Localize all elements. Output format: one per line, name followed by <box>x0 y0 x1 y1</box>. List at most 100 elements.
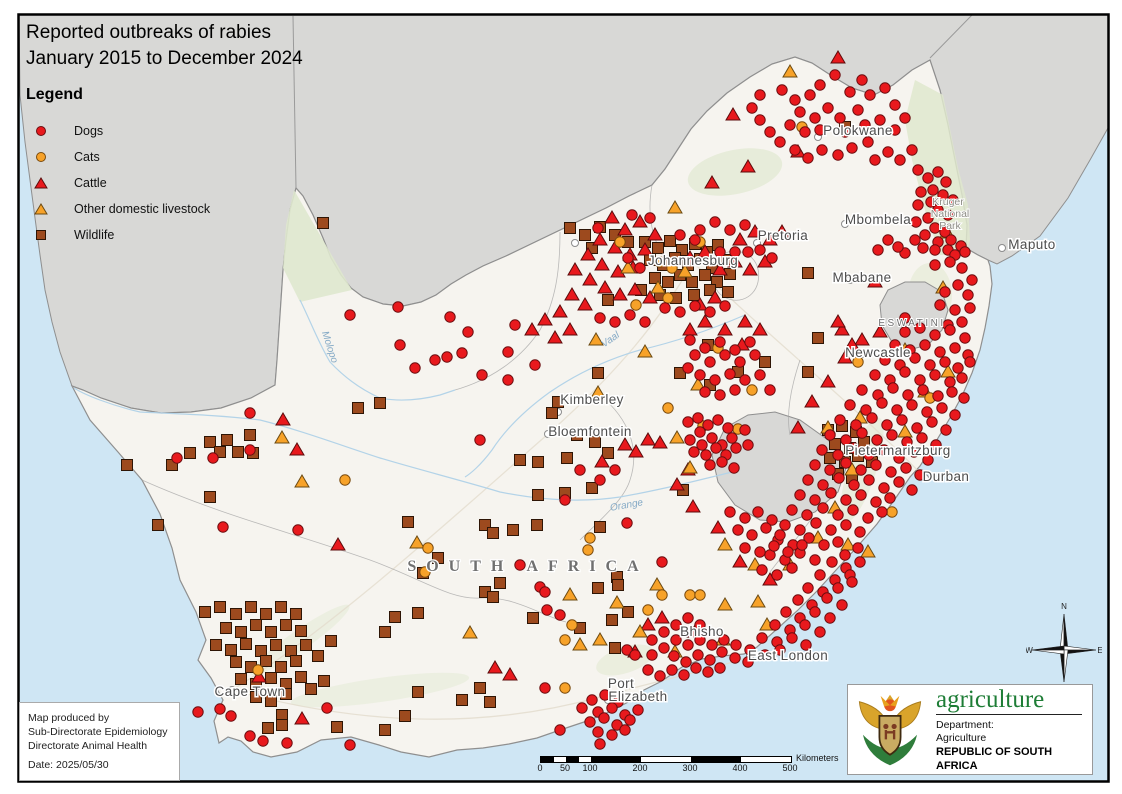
marker-cattle <box>604 210 620 224</box>
marker-dogs <box>742 656 754 668</box>
map-label: Durban <box>923 469 970 484</box>
marker-dogs <box>716 456 728 468</box>
marker-dogs <box>932 390 944 402</box>
marker-wildlife <box>250 619 262 631</box>
marker-dogs <box>646 634 658 646</box>
marker-cattle <box>487 660 503 674</box>
marker-cattle <box>747 224 763 238</box>
marker-dogs <box>832 449 844 461</box>
marker-wildlife <box>609 642 621 654</box>
marker-dogs <box>909 234 921 246</box>
marker-dogs <box>700 449 712 461</box>
cattle-marker-icon <box>26 176 56 190</box>
marker-dogs <box>863 474 875 486</box>
marker-wildlife <box>232 446 244 458</box>
marker-dogs <box>394 339 406 351</box>
marker-wildlife <box>300 639 312 651</box>
marker-wildlife <box>214 601 226 613</box>
marker-dogs <box>722 422 734 434</box>
marker-other-domestic-livestock <box>572 637 588 651</box>
marker-cattle <box>628 444 644 458</box>
marker-dogs <box>476 369 488 381</box>
marker-dogs <box>729 246 741 258</box>
map-label: Kimberley <box>560 392 624 407</box>
marker-dogs <box>609 316 621 328</box>
marker-wildlife <box>514 454 526 466</box>
map-label: East London <box>748 648 828 663</box>
marker-wildlife <box>531 519 543 531</box>
marker-wildlife <box>290 608 302 620</box>
credits-line: Sub-Directorate Epidemiology <box>28 726 168 738</box>
marker-dogs <box>916 432 928 444</box>
marker-dogs <box>809 459 821 471</box>
marker-dogs <box>794 106 806 118</box>
marker-dogs <box>699 386 711 398</box>
marker-dogs <box>944 324 956 336</box>
marker-wildlife <box>240 638 252 650</box>
marker-dogs <box>192 706 204 718</box>
marker-dogs <box>959 332 971 344</box>
marker-dogs <box>611 719 623 731</box>
marker-dogs <box>704 306 716 318</box>
marker-cattle <box>582 272 598 286</box>
marker-dogs <box>929 369 941 381</box>
marker-dogs <box>670 619 682 631</box>
marker-cattle <box>732 232 748 246</box>
marker-dogs <box>869 369 881 381</box>
marker-dogs <box>584 716 596 728</box>
marker-dogs <box>626 209 638 221</box>
marker-dogs <box>899 366 911 378</box>
marker-dogs <box>694 224 706 236</box>
marker-wildlife <box>295 671 307 683</box>
marker-dogs <box>850 419 862 431</box>
marker-dogs <box>678 669 690 681</box>
map-label: Maputo <box>1008 237 1055 252</box>
map-label: ESWATINI <box>878 318 945 329</box>
marker-dogs <box>809 554 821 566</box>
marker-dogs <box>844 86 856 98</box>
marker-dogs <box>689 300 701 312</box>
marker-dogs <box>642 664 654 676</box>
marker-dogs <box>594 474 606 486</box>
marker-dogs <box>814 626 826 638</box>
marker-dogs <box>609 464 621 476</box>
marker-dogs <box>594 312 606 324</box>
outbreak-markers <box>121 50 978 751</box>
marker-dogs <box>598 712 610 724</box>
marker-dogs <box>804 89 816 101</box>
marker-cats <box>852 356 864 368</box>
marker-dogs <box>718 634 730 646</box>
marker-dogs <box>922 454 934 466</box>
marker-dogs <box>878 482 890 494</box>
marker-dogs <box>754 546 766 558</box>
marker-dogs <box>714 336 726 348</box>
marker-dogs <box>801 509 813 521</box>
marker-dogs <box>929 222 941 234</box>
marker-wildlife <box>250 691 262 703</box>
marker-wildlife <box>262 722 274 734</box>
marker-cattle <box>762 232 778 246</box>
marker-dogs <box>929 244 941 256</box>
marker-dogs <box>906 399 918 411</box>
marker-wildlife <box>829 438 841 450</box>
marker-wildlife <box>270 639 282 651</box>
map-label: Mbabane <box>832 270 891 285</box>
marker-wildlife <box>204 436 216 448</box>
marker-dogs <box>949 342 961 354</box>
marker-dogs <box>810 517 822 529</box>
marker-dogs <box>927 184 939 196</box>
marker-dogs <box>754 244 766 256</box>
marker-dogs <box>554 724 566 736</box>
town-dot <box>858 350 866 358</box>
marker-wildlife <box>255 645 267 657</box>
marker-cats <box>614 236 626 248</box>
marker-dogs <box>739 219 751 231</box>
marker-dogs <box>919 339 931 351</box>
marker-dogs <box>634 262 646 274</box>
marker-dogs <box>940 176 952 188</box>
legend-title: Legend <box>26 86 83 103</box>
marker-cattle <box>712 262 728 276</box>
marker-wildlife <box>210 639 222 651</box>
marker-dogs <box>794 489 806 501</box>
